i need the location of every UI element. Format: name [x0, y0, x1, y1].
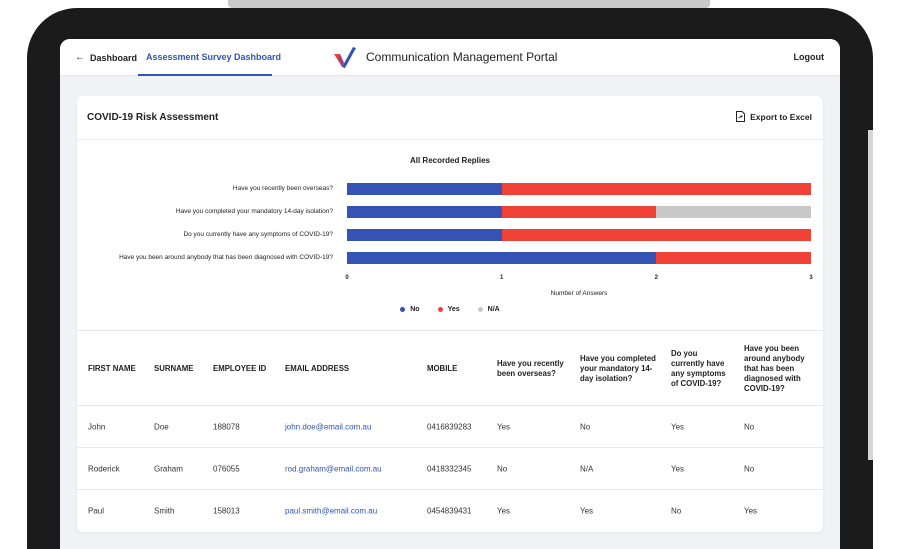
- cell-q3: Yes: [671, 422, 685, 431]
- x-tick-label: 1: [499, 275, 504, 281]
- table-row: John Doe 188078 john.doe@email.com.au 04…: [77, 406, 823, 448]
- arrow-left-icon: ←: [75, 52, 85, 63]
- cell-q1: Yes: [497, 422, 511, 431]
- legend-label: N/A: [487, 306, 500, 313]
- assessment-card: COVID-19 Risk Assessment Export to Excel…: [77, 96, 823, 532]
- chart-divider: [77, 330, 823, 331]
- chart-category-label: Have you recently been overseas?: [232, 185, 333, 192]
- dashboard-back-link[interactable]: ← Dashboard: [75, 52, 137, 63]
- header-q4: Have you been around anybody that has be…: [744, 343, 805, 393]
- header-mobile: MOBILE: [427, 363, 458, 373]
- header-q2: Have you completed your mandatory 14-day…: [580, 353, 656, 383]
- legend-label: No: [410, 306, 420, 313]
- cell-q3: Yes: [671, 464, 685, 473]
- chart-bar-no[interactable]: [347, 252, 657, 264]
- chart-bar-no[interactable]: [347, 229, 502, 241]
- active-tab-indicator: [138, 74, 272, 76]
- brand: Communication Management Portal: [332, 45, 557, 69]
- cell-q4: No: [744, 422, 755, 431]
- export-label: Export to Excel: [750, 111, 812, 122]
- x-tick-label: 0: [345, 275, 349, 281]
- legend-label: Yes: [447, 306, 460, 313]
- replies-table: FIRST NAME SURNAME EMPLOYEE ID EMAIL ADD…: [77, 332, 823, 532]
- screen: ← Dashboard Assessment Survey Dashboard …: [60, 39, 840, 549]
- logout-button[interactable]: Logout: [793, 52, 825, 62]
- cell-q4: No: [744, 464, 755, 473]
- chart-bar-yes[interactable]: [501, 183, 811, 195]
- legend-dot-icon: [437, 307, 443, 312]
- cell-q2: Yes: [580, 506, 594, 516]
- chart-legend: No Yes N/A: [77, 306, 823, 313]
- cell-mobile: 0416839283: [427, 422, 472, 431]
- legend-dot-icon: [400, 307, 406, 312]
- checkmark-logo-icon: [334, 47, 356, 68]
- card-header-divider: [77, 139, 823, 140]
- legend-dot-icon: [477, 307, 483, 312]
- chart-title: All Recorded Replies: [409, 156, 491, 165]
- header-q1: Have you recently been overseas?: [497, 358, 564, 378]
- cell-mobile: 0454839431: [427, 506, 472, 516]
- table-row: Paul Smith 158013 paul.smith@email.com.a…: [77, 490, 823, 532]
- device-top-edge: [228, 0, 710, 8]
- chart-bar-row: [347, 206, 811, 218]
- cell-q1: No: [497, 464, 508, 473]
- file-export-icon: [736, 111, 746, 122]
- chart-bar-row: [347, 252, 811, 264]
- table-header: FIRST NAME SURNAME EMPLOYEE ID EMAIL ADD…: [77, 332, 823, 406]
- cell-email-link[interactable]: rod.graham@email.com.au: [285, 464, 382, 473]
- cell-q2: N/A: [580, 464, 594, 473]
- table-row: Roderick Graham 076055 rod.graham@email.…: [77, 448, 823, 490]
- replies-chart: All Recorded Replies Number of Answers N…: [77, 140, 823, 330]
- cell-first-name: Roderick: [88, 464, 120, 473]
- card-title: COVID-19 Risk Assessment: [87, 112, 219, 123]
- chart-bar-yes[interactable]: [501, 206, 657, 218]
- chart-bar-yes[interactable]: [501, 229, 811, 241]
- tab-assessment-survey-dashboard[interactable]: Assessment Survey Dashboard: [146, 52, 282, 62]
- dashboard-link-label: Dashboard: [90, 52, 138, 63]
- chart-category-label: Do you currently have any symptoms of CO…: [183, 231, 333, 238]
- chart-bar-row: [347, 229, 811, 241]
- tablet-side-edge: [868, 130, 873, 460]
- cell-surname: Smith: [154, 506, 175, 516]
- legend-item[interactable]: No: [400, 306, 420, 313]
- legend-item[interactable]: Yes: [437, 306, 460, 313]
- header-employee-id: EMPLOYEE ID: [213, 363, 267, 373]
- cell-first-name: Paul: [88, 506, 105, 516]
- cell-employee-id: 158013: [213, 506, 240, 516]
- top-navbar: ← Dashboard Assessment Survey Dashboard …: [60, 39, 840, 76]
- header-q3: Do you currently have any symptoms of CO…: [671, 348, 726, 388]
- header-first-name: FIRST NAME: [88, 363, 136, 373]
- header-surname: SURNAME: [154, 363, 194, 373]
- cell-email-link[interactable]: paul.smith@email.com.au: [285, 506, 378, 516]
- cell-q2: No: [580, 422, 591, 431]
- chart-bar-row: [347, 183, 811, 195]
- cell-surname: Doe: [154, 422, 169, 431]
- cell-surname: Graham: [154, 464, 183, 473]
- chart-category-label: Have you been around anybody that has be…: [119, 254, 333, 261]
- chart-bar-yes[interactable]: [656, 252, 811, 264]
- chart-category-label: Have you completed your mandatory 14-day…: [175, 208, 333, 215]
- header-email: EMAIL ADDRESS: [285, 363, 350, 373]
- cell-mobile: 0418332345: [427, 464, 472, 473]
- x-tick-label: 2: [654, 275, 658, 281]
- chart-bar-no[interactable]: [347, 206, 502, 218]
- legend-item[interactable]: N/A: [477, 306, 500, 313]
- cell-first-name: John: [88, 422, 106, 431]
- export-to-excel-button[interactable]: Export to Excel: [736, 111, 812, 122]
- chart-bar-no[interactable]: [347, 183, 502, 195]
- cell-email-link[interactable]: john.doe@email.com.au: [285, 422, 372, 431]
- app-title: Communication Management Portal: [366, 50, 558, 64]
- cell-q4: Yes: [744, 506, 758, 516]
- chart-bar-na[interactable]: [656, 206, 811, 218]
- x-tick-label: 3: [809, 275, 813, 281]
- cell-q3: No: [671, 506, 682, 516]
- cell-employee-id: 188078: [213, 422, 240, 431]
- cell-q1: Yes: [497, 506, 511, 516]
- cell-employee-id: 076055: [213, 464, 240, 473]
- x-axis-label: Number of Answers: [550, 290, 608, 297]
